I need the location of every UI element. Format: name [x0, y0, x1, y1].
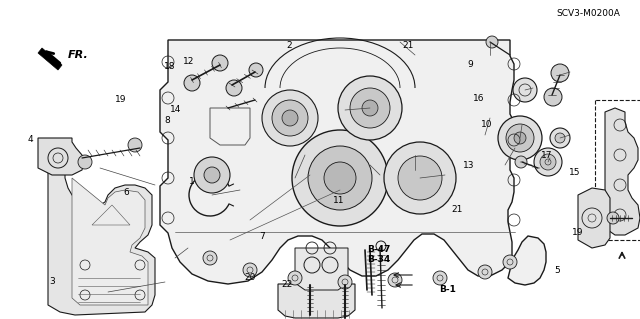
Circle shape	[184, 75, 200, 91]
Circle shape	[243, 263, 257, 277]
Text: 19: 19	[572, 228, 583, 237]
Text: FR.: FR.	[68, 50, 89, 60]
Circle shape	[534, 148, 562, 176]
Polygon shape	[278, 284, 355, 318]
Polygon shape	[160, 40, 546, 285]
Text: 22: 22	[281, 280, 292, 289]
Text: 17: 17	[541, 151, 552, 160]
Polygon shape	[48, 170, 155, 315]
Circle shape	[503, 255, 517, 269]
Circle shape	[78, 155, 92, 169]
Text: 8: 8	[165, 116, 170, 125]
Circle shape	[498, 116, 542, 160]
Text: B-1: B-1	[440, 285, 456, 294]
Polygon shape	[295, 248, 348, 290]
Text: 6: 6	[124, 188, 129, 197]
Circle shape	[203, 251, 217, 265]
Text: 11: 11	[333, 196, 345, 205]
Text: 12: 12	[183, 57, 195, 66]
Circle shape	[292, 130, 388, 226]
Circle shape	[514, 132, 526, 144]
Text: B-47: B-47	[367, 245, 390, 254]
Polygon shape	[605, 108, 640, 235]
Circle shape	[544, 88, 562, 106]
Text: 20: 20	[244, 273, 255, 282]
Circle shape	[204, 167, 220, 183]
Text: 14: 14	[170, 105, 182, 114]
Polygon shape	[38, 48, 62, 70]
Circle shape	[338, 275, 352, 289]
Circle shape	[478, 265, 492, 279]
Circle shape	[550, 128, 570, 148]
Text: 3: 3	[50, 277, 55, 286]
Circle shape	[350, 88, 390, 128]
Text: 7: 7	[260, 232, 265, 241]
Circle shape	[551, 64, 569, 82]
Text: 4: 4	[28, 135, 33, 144]
Text: 13: 13	[463, 161, 474, 170]
Circle shape	[515, 156, 527, 168]
Text: 15: 15	[569, 168, 580, 177]
Text: B-34: B-34	[367, 255, 390, 263]
Circle shape	[555, 133, 565, 143]
Circle shape	[607, 212, 619, 224]
Circle shape	[288, 271, 302, 285]
Text: 21: 21	[451, 205, 463, 214]
Circle shape	[282, 110, 298, 126]
Circle shape	[384, 142, 456, 214]
Circle shape	[540, 154, 556, 170]
Circle shape	[388, 273, 402, 287]
Polygon shape	[578, 188, 610, 248]
Text: 18: 18	[164, 63, 175, 71]
Circle shape	[226, 80, 242, 96]
Text: 19: 19	[115, 95, 126, 104]
Circle shape	[338, 76, 402, 140]
Circle shape	[433, 271, 447, 285]
Circle shape	[249, 63, 263, 77]
Text: 16: 16	[473, 94, 484, 103]
Circle shape	[212, 55, 228, 71]
Circle shape	[513, 78, 537, 102]
Text: 21: 21	[403, 41, 414, 50]
Polygon shape	[38, 138, 84, 175]
Text: 1: 1	[189, 177, 195, 186]
Text: 5: 5	[554, 266, 559, 275]
Circle shape	[362, 100, 378, 116]
Circle shape	[194, 157, 230, 193]
Circle shape	[506, 124, 534, 152]
Circle shape	[486, 36, 498, 48]
Circle shape	[308, 146, 372, 210]
Circle shape	[272, 100, 308, 136]
Polygon shape	[72, 178, 148, 305]
Text: SCV3-M0200A: SCV3-M0200A	[556, 9, 620, 18]
Text: 2: 2	[287, 41, 292, 50]
Circle shape	[324, 162, 356, 194]
Circle shape	[262, 90, 318, 146]
Text: 10: 10	[481, 120, 492, 129]
Circle shape	[398, 156, 442, 200]
Text: 9: 9	[468, 60, 473, 69]
Circle shape	[128, 138, 142, 152]
